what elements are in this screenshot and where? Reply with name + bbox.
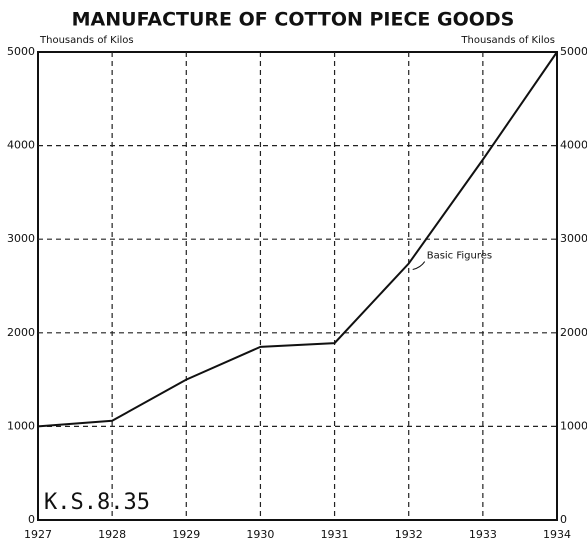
x-tick-label: 1927 [24,528,52,541]
y2-tick-label: 2000 [560,326,587,339]
y-tick-label: 5000 [7,45,35,58]
x-tick-label: 1931 [321,528,349,541]
y-tick-label: 2000 [7,326,35,339]
y-tick-label: 3000 [7,232,35,245]
y2-tick-label: 5000 [560,45,587,58]
y2-axis-label: Thousands of Kilos [460,35,555,46]
y-tick-label: 4000 [7,139,35,152]
stamp: K.S.8.35 [44,490,150,515]
y-axis-label: Thousands of Kilos [39,35,134,46]
x-tick-label: 1934 [543,528,571,541]
series-label: Basic Figures [427,251,492,262]
x-tick-label: 1933 [469,528,497,541]
y2-tick-label: 3000 [560,232,587,245]
x-tick-label: 1932 [395,528,423,541]
data-line [37,51,558,428]
x-tick-label: 1929 [172,528,200,541]
plot-frame [37,51,558,521]
y2-tick-label: 4000 [560,139,587,152]
x-tick-label: 1928 [98,528,126,541]
y-tick-label: 1000 [7,419,35,432]
y2-tick-label: 0 [560,513,567,526]
x-tick-label: 1930 [246,528,274,541]
y-tick-label: 0 [28,513,35,526]
y2-tick-label: 1000 [560,419,587,432]
chart-title: MANUFACTURE OF COTTON PIECE GOODS [72,9,515,31]
annotation-leader [412,261,426,271]
